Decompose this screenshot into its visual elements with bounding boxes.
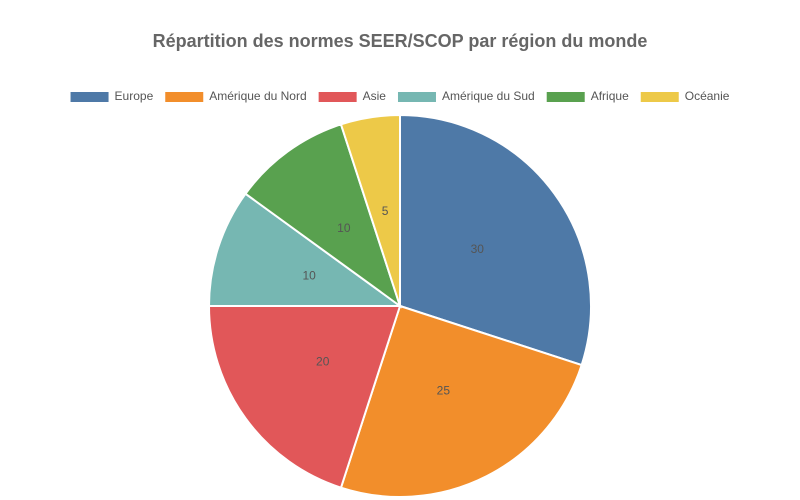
- pie-slice: [339, 113, 401, 307]
- legend-swatch: [70, 92, 109, 102]
- slice-label: 25: [437, 383, 451, 397]
- legend-label: Asie: [363, 89, 387, 103]
- pie-slice: [207, 192, 404, 307]
- legend-swatch: [397, 92, 436, 102]
- legend-swatch: [640, 92, 679, 102]
- legend-swatch: [318, 92, 357, 102]
- chart-title: Répartition des normes SEER/SCOP par rég…: [153, 31, 648, 51]
- legend-swatch: [546, 92, 585, 102]
- legend-label: Océanie: [685, 89, 730, 103]
- slice-label: 10: [337, 221, 351, 235]
- pie-slice: [207, 305, 402, 489]
- slice-label: 10: [302, 269, 316, 283]
- slice-label: 5: [382, 204, 389, 218]
- legend-label: Amérique du Sud: [442, 89, 535, 103]
- pie-slice: [244, 123, 402, 309]
- legend: Europe Amérique du Nord Asie Amérique du Su…: [70, 89, 730, 103]
- pie-slice: [339, 304, 583, 498]
- legend-label: Afrique: [591, 89, 629, 103]
- slice-label: 20: [316, 354, 330, 368]
- legend-swatch: [165, 92, 204, 102]
- pie-slice: [399, 113, 592, 367]
- slice-label: 30: [471, 242, 485, 256]
- legend-label: Europe: [115, 89, 154, 103]
- legend-label: Amérique du Nord: [209, 89, 306, 103]
